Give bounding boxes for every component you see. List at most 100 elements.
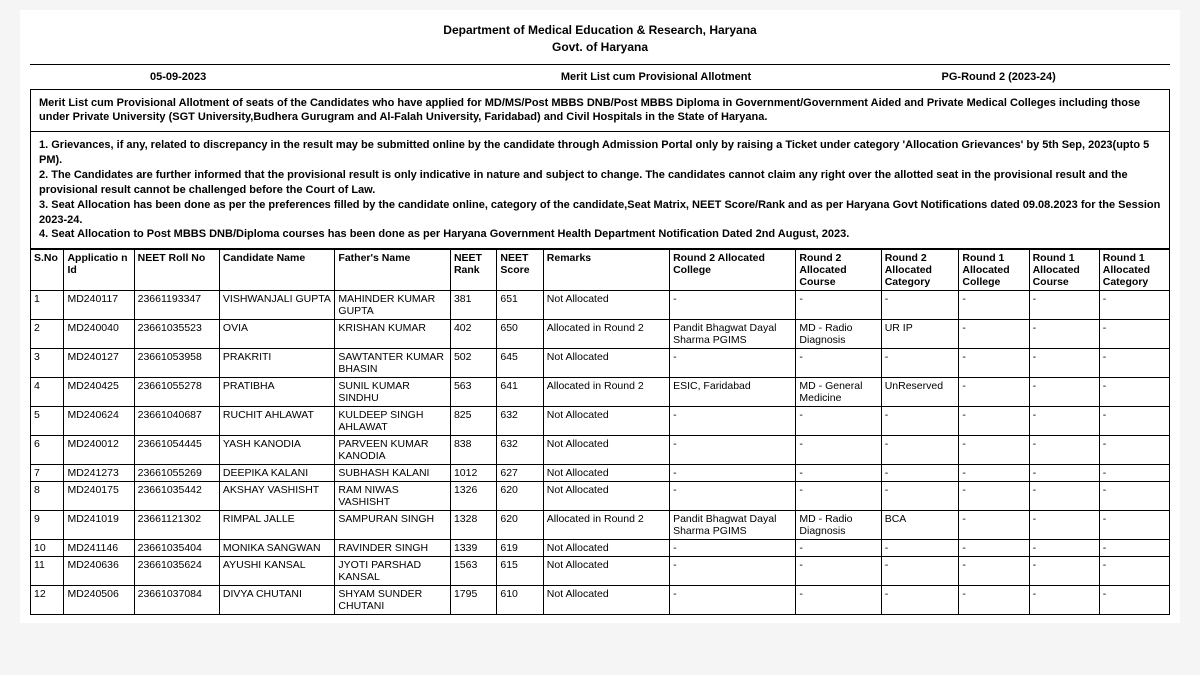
cell-name: RUCHIT AHLAWAT bbox=[219, 407, 335, 436]
cell-name: DIVYA CHUTANI bbox=[219, 586, 335, 615]
cell-score: 619 bbox=[497, 540, 543, 557]
table-row: 6MD24001223661054445YASH KANODIAPARVEEN … bbox=[31, 436, 1170, 465]
cell-r1college: - bbox=[959, 436, 1029, 465]
cell-r2college: Pandit Bhagwat Dayal Sharma PGIMS bbox=[670, 320, 796, 349]
cell-app: MD240117 bbox=[64, 291, 134, 320]
cell-sno: 3 bbox=[31, 349, 64, 378]
cell-name: AYUSHI KANSAL bbox=[219, 557, 335, 586]
cell-app: MD240040 bbox=[64, 320, 134, 349]
cell-rank: 381 bbox=[450, 291, 496, 320]
intro-paragraph: Merit List cum Provisional Allotment of … bbox=[30, 90, 1170, 133]
cell-r2course: MD - General Medicine bbox=[796, 378, 881, 407]
cell-r2course: - bbox=[796, 349, 881, 378]
cell-name: AKSHAY VASHISHT bbox=[219, 482, 335, 511]
cell-sno: 12 bbox=[31, 586, 64, 615]
cell-father: PARVEEN KUMAR KANODIA bbox=[335, 436, 451, 465]
cell-r1college: - bbox=[959, 540, 1029, 557]
meta-row: 05-09-2023 Merit List cum Provisional Al… bbox=[30, 64, 1170, 90]
col-r1course: Round 1 Allocated Course bbox=[1029, 250, 1099, 291]
cell-father: RAM NIWAS VASHISHT bbox=[335, 482, 451, 511]
cell-r2course: - bbox=[796, 407, 881, 436]
cell-r1college: - bbox=[959, 349, 1029, 378]
cell-r2college: - bbox=[670, 482, 796, 511]
cell-score: 615 bbox=[497, 557, 543, 586]
cell-name: PRATIBHA bbox=[219, 378, 335, 407]
cell-r2cat: - bbox=[881, 586, 959, 615]
cell-r2college: - bbox=[670, 407, 796, 436]
cell-r1course: - bbox=[1029, 291, 1099, 320]
cell-r1college: - bbox=[959, 407, 1029, 436]
cell-roll: 23661040687 bbox=[134, 407, 219, 436]
cell-r2course: MD - Radio Diagnosis bbox=[796, 511, 881, 540]
cell-remarks: Not Allocated bbox=[543, 407, 669, 436]
cell-score: 632 bbox=[497, 436, 543, 465]
cell-r1college: - bbox=[959, 482, 1029, 511]
cell-name: PRAKRITI bbox=[219, 349, 335, 378]
col-sno: S.No bbox=[31, 250, 64, 291]
cell-roll: 23661193347 bbox=[134, 291, 219, 320]
cell-score: 650 bbox=[497, 320, 543, 349]
note-4: 4. Seat Allocation to Post MBBS DNB/Dipl… bbox=[39, 227, 1161, 242]
cell-remarks: Allocated in Round 2 bbox=[543, 511, 669, 540]
cell-app: MD240624 bbox=[64, 407, 134, 436]
cell-r2college: - bbox=[670, 436, 796, 465]
col-r2course: Round 2 Allocated Course bbox=[796, 250, 881, 291]
cell-father: SUNIL KUMAR SINDHU bbox=[335, 378, 451, 407]
cell-score: 645 bbox=[497, 349, 543, 378]
cell-remarks: Not Allocated bbox=[543, 291, 669, 320]
table-row: 10MD24114623661035404MONIKA SANGWANRAVIN… bbox=[31, 540, 1170, 557]
cell-r1course: - bbox=[1029, 540, 1099, 557]
cell-roll: 23661035523 bbox=[134, 320, 219, 349]
cell-app: MD240012 bbox=[64, 436, 134, 465]
cell-r1cat: - bbox=[1099, 511, 1169, 540]
cell-rank: 1563 bbox=[450, 557, 496, 586]
cell-remarks: Not Allocated bbox=[543, 482, 669, 511]
cell-r2course: - bbox=[796, 436, 881, 465]
cell-rank: 402 bbox=[450, 320, 496, 349]
cell-rank: 563 bbox=[450, 378, 496, 407]
cell-rank: 502 bbox=[450, 349, 496, 378]
col-r2cat: Round 2 Allocated Category bbox=[881, 250, 959, 291]
cell-r1cat: - bbox=[1099, 540, 1169, 557]
cell-r1course: - bbox=[1029, 482, 1099, 511]
cell-rank: 1326 bbox=[450, 482, 496, 511]
cell-r1course: - bbox=[1029, 436, 1099, 465]
cell-r1cat: - bbox=[1099, 436, 1169, 465]
cell-father: SAWTANTER KUMAR BHASIN bbox=[335, 349, 451, 378]
cell-remarks: Not Allocated bbox=[543, 557, 669, 586]
cell-r2course: - bbox=[796, 482, 881, 511]
cell-r1college: - bbox=[959, 378, 1029, 407]
table-row: 5MD24062423661040687RUCHIT AHLAWATKULDEE… bbox=[31, 407, 1170, 436]
cell-father: SUBHASH KALANI bbox=[335, 465, 451, 482]
note-1: 1. Grievances, if any, related to discre… bbox=[39, 138, 1161, 168]
cell-sno: 11 bbox=[31, 557, 64, 586]
cell-r2cat: - bbox=[881, 436, 959, 465]
col-app: Applicatio n Id bbox=[64, 250, 134, 291]
cell-name: YASH KANODIA bbox=[219, 436, 335, 465]
notes-box: 1. Grievances, if any, related to discre… bbox=[30, 132, 1170, 249]
document-page: Department of Medical Education & Resear… bbox=[20, 10, 1180, 623]
doc-title: Merit List cum Provisional Allotment bbox=[485, 65, 828, 89]
cell-r1course: - bbox=[1029, 557, 1099, 586]
cell-r2cat: UnReserved bbox=[881, 378, 959, 407]
cell-r2cat: UR IP bbox=[881, 320, 959, 349]
cell-r1course: - bbox=[1029, 378, 1099, 407]
cell-r1college: - bbox=[959, 511, 1029, 540]
cell-remarks: Not Allocated bbox=[543, 465, 669, 482]
cell-r2course: - bbox=[796, 540, 881, 557]
cell-r1cat: - bbox=[1099, 291, 1169, 320]
table-row: 7MD24127323661055269DEEPIKA KALANISUBHAS… bbox=[31, 465, 1170, 482]
cell-father: SAMPURAN SINGH bbox=[335, 511, 451, 540]
merit-table: S.No Applicatio n Id NEET Roll No Candid… bbox=[30, 249, 1170, 615]
table-row: 8MD24017523661035442AKSHAY VASHISHTRAM N… bbox=[31, 482, 1170, 511]
cell-app: MD241273 bbox=[64, 465, 134, 482]
doc-round: PG-Round 2 (2023-24) bbox=[827, 65, 1170, 89]
cell-app: MD240506 bbox=[64, 586, 134, 615]
cell-name: OVIA bbox=[219, 320, 335, 349]
cell-sno: 1 bbox=[31, 291, 64, 320]
cell-rank: 1339 bbox=[450, 540, 496, 557]
cell-score: 641 bbox=[497, 378, 543, 407]
cell-r2cat: - bbox=[881, 465, 959, 482]
cell-r2college: - bbox=[670, 291, 796, 320]
cell-remarks: Allocated in Round 2 bbox=[543, 320, 669, 349]
